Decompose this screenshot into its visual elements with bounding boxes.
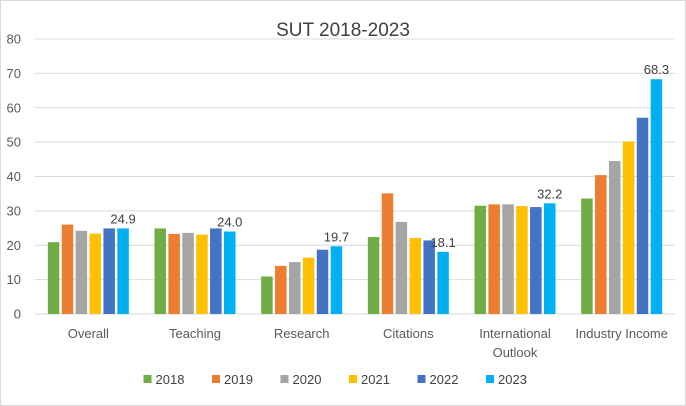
- bar-2019-industry-income: [595, 175, 607, 314]
- legend-swatch: [143, 375, 152, 383]
- bar-2023-research: [330, 246, 343, 314]
- category-label: Research: [274, 326, 330, 341]
- bar-2022-citations: [423, 240, 435, 314]
- legend-swatch: [212, 375, 220, 383]
- y-tick-label: 70: [7, 66, 21, 81]
- data-label: 68.3: [644, 62, 669, 77]
- legend-item-2021: 2021: [349, 372, 390, 387]
- bar-2022-industry-income: [636, 117, 649, 314]
- legend-label: 2023: [498, 372, 527, 387]
- bar-2018-overall: [47, 242, 60, 314]
- category-label: Overall: [68, 326, 109, 341]
- bar-2023-industry-income: [650, 79, 663, 314]
- bar-2021-industry-income: [622, 141, 635, 314]
- bar-2018-industry-income: [581, 198, 593, 314]
- bars: [47, 79, 663, 314]
- data-label: 18.1: [430, 235, 455, 250]
- legend: 2018 2019 2020 2021 2022 2023: [143, 372, 527, 387]
- legend-label: 2020: [293, 372, 322, 387]
- x-axis-categories: Overall Teaching Research Citations Internat…: [68, 326, 668, 360]
- category-label: Teaching: [169, 326, 221, 341]
- bar-2022-international-outlook: [530, 207, 542, 314]
- legend-item-2018: 2018: [143, 372, 185, 387]
- legend-label: 2018: [156, 372, 185, 387]
- legend-item-2023: 2023: [486, 372, 527, 387]
- bar-2020-citations: [395, 221, 408, 314]
- legend-label: 2019: [224, 372, 253, 387]
- bar-2022-overall: [103, 228, 115, 314]
- bar-2021-international-outlook: [516, 206, 528, 314]
- legend-swatch: [280, 375, 289, 383]
- y-tick-label: 80: [7, 32, 21, 47]
- bar-2022-research: [316, 249, 329, 314]
- bar-2018-citations: [367, 237, 380, 314]
- bar-2019-overall: [61, 224, 74, 314]
- bar-2023-teaching: [224, 231, 236, 314]
- bar-2022-teaching: [210, 228, 222, 314]
- chart-title: SUT 2018-2023: [276, 20, 410, 41]
- bar-2020-overall: [75, 230, 88, 314]
- y-tick-label: 10: [7, 272, 21, 287]
- gridlines: [35, 38, 675, 315]
- bar-2020-industry-income: [608, 161, 621, 314]
- data-label: 19.7: [324, 229, 349, 244]
- bar-2018-research: [261, 276, 273, 314]
- legend-item-2020: 2020: [280, 372, 322, 387]
- bar-2019-teaching: [168, 233, 180, 314]
- legend-swatch: [417, 375, 426, 383]
- bar-2021-research: [302, 257, 315, 314]
- bar-2023-citations: [437, 251, 449, 314]
- y-tick-label: 60: [7, 100, 21, 115]
- legend-item-2022: 2022: [417, 372, 459, 387]
- bar-2021-overall: [89, 233, 102, 314]
- data-label: 24.9: [110, 211, 135, 226]
- bar-2023-international-outlook: [544, 203, 556, 314]
- bar-2019-citations: [381, 193, 394, 314]
- category-label: Citations: [383, 326, 434, 341]
- legend-label: 2022: [430, 372, 459, 387]
- bar-2021-teaching: [196, 234, 208, 314]
- y-tick-label: 40: [7, 169, 21, 184]
- category-label: Outlook: [493, 345, 538, 360]
- bar-2019-research: [275, 265, 287, 314]
- category-label: International: [479, 326, 551, 341]
- legend-label: 2021: [361, 372, 390, 387]
- y-tick-label: 30: [7, 203, 21, 218]
- bar-2020-international-outlook: [502, 204, 514, 314]
- data-label: 24.0: [217, 215, 242, 230]
- y-tick-label: 50: [7, 135, 21, 150]
- bar-2023-overall: [117, 228, 129, 314]
- y-tick-label: 20: [7, 238, 21, 253]
- legend-item-2019: 2019: [212, 372, 253, 387]
- category-label: Industry Income: [575, 326, 668, 341]
- bar-2021-citations: [409, 238, 422, 314]
- data-labels: 24.9 24.0 19.7 18.1 32.2 68.3: [110, 62, 669, 250]
- legend-swatch: [486, 375, 494, 383]
- bar-2020-teaching: [182, 232, 194, 314]
- y-axis-ticks: 0 10 20 30 40 50 60 70 80: [7, 32, 21, 322]
- y-tick-label: 0: [14, 307, 21, 322]
- bar-2018-teaching: [154, 228, 166, 314]
- bar-2020-research: [288, 262, 301, 314]
- legend-swatch: [349, 375, 357, 383]
- bar-2018-international-outlook: [474, 205, 486, 314]
- bar-2019-international-outlook: [488, 204, 500, 314]
- data-label: 32.2: [537, 186, 562, 201]
